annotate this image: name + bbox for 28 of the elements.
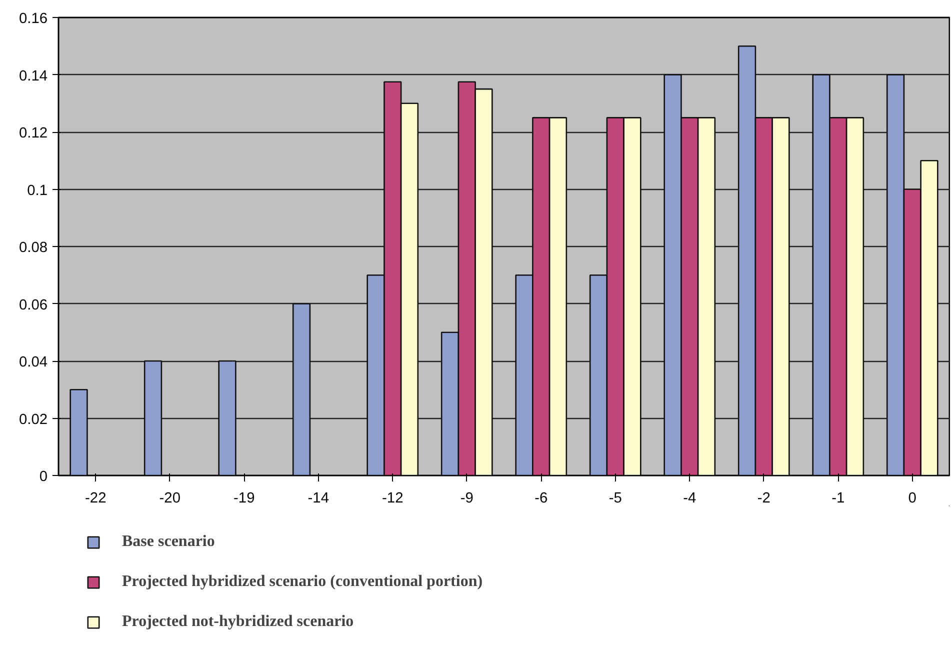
x-tick-label: -5 [608,490,622,506]
x-tick-label: -20 [159,490,180,506]
y-tick-label: 0.08 [18,240,48,256]
legend-label: Projected not-hybridized scenario [122,613,354,631]
y-tick-label: 0.06 [18,297,48,314]
x-tick-label: -9 [460,490,474,506]
x-tick-label: -19 [234,490,255,506]
y-tick-label: 0.12 [18,126,48,142]
legend-label: Projected hybridized scenario (conventional portion) [122,573,483,591]
x-tick-label: -6 [534,490,548,506]
y-tick-label: 0.14 [18,68,48,84]
x-tick-label: -14 [308,490,329,506]
x-tick-label: -12 [382,490,404,506]
x-tick-label: 0 [908,490,916,506]
y-tick-label: 0.04 [18,354,48,370]
x-tick-label: -22 [85,490,106,506]
y-tick-label: 0 [39,469,48,485]
bar [292,303,311,476]
x-tick-label: -2 [757,490,770,506]
y-tick-label: 0.1 [27,182,48,199]
x-tick-label: -4 [683,490,696,506]
y-tick-label: 0.16 [18,11,48,27]
y-tick-label: 0.02 [18,412,48,428]
x-tick-label: -1 [832,490,845,506]
bar [70,388,88,476]
bar [144,360,162,476]
bar [218,360,236,476]
legend-label: Base scenario [122,533,215,551]
